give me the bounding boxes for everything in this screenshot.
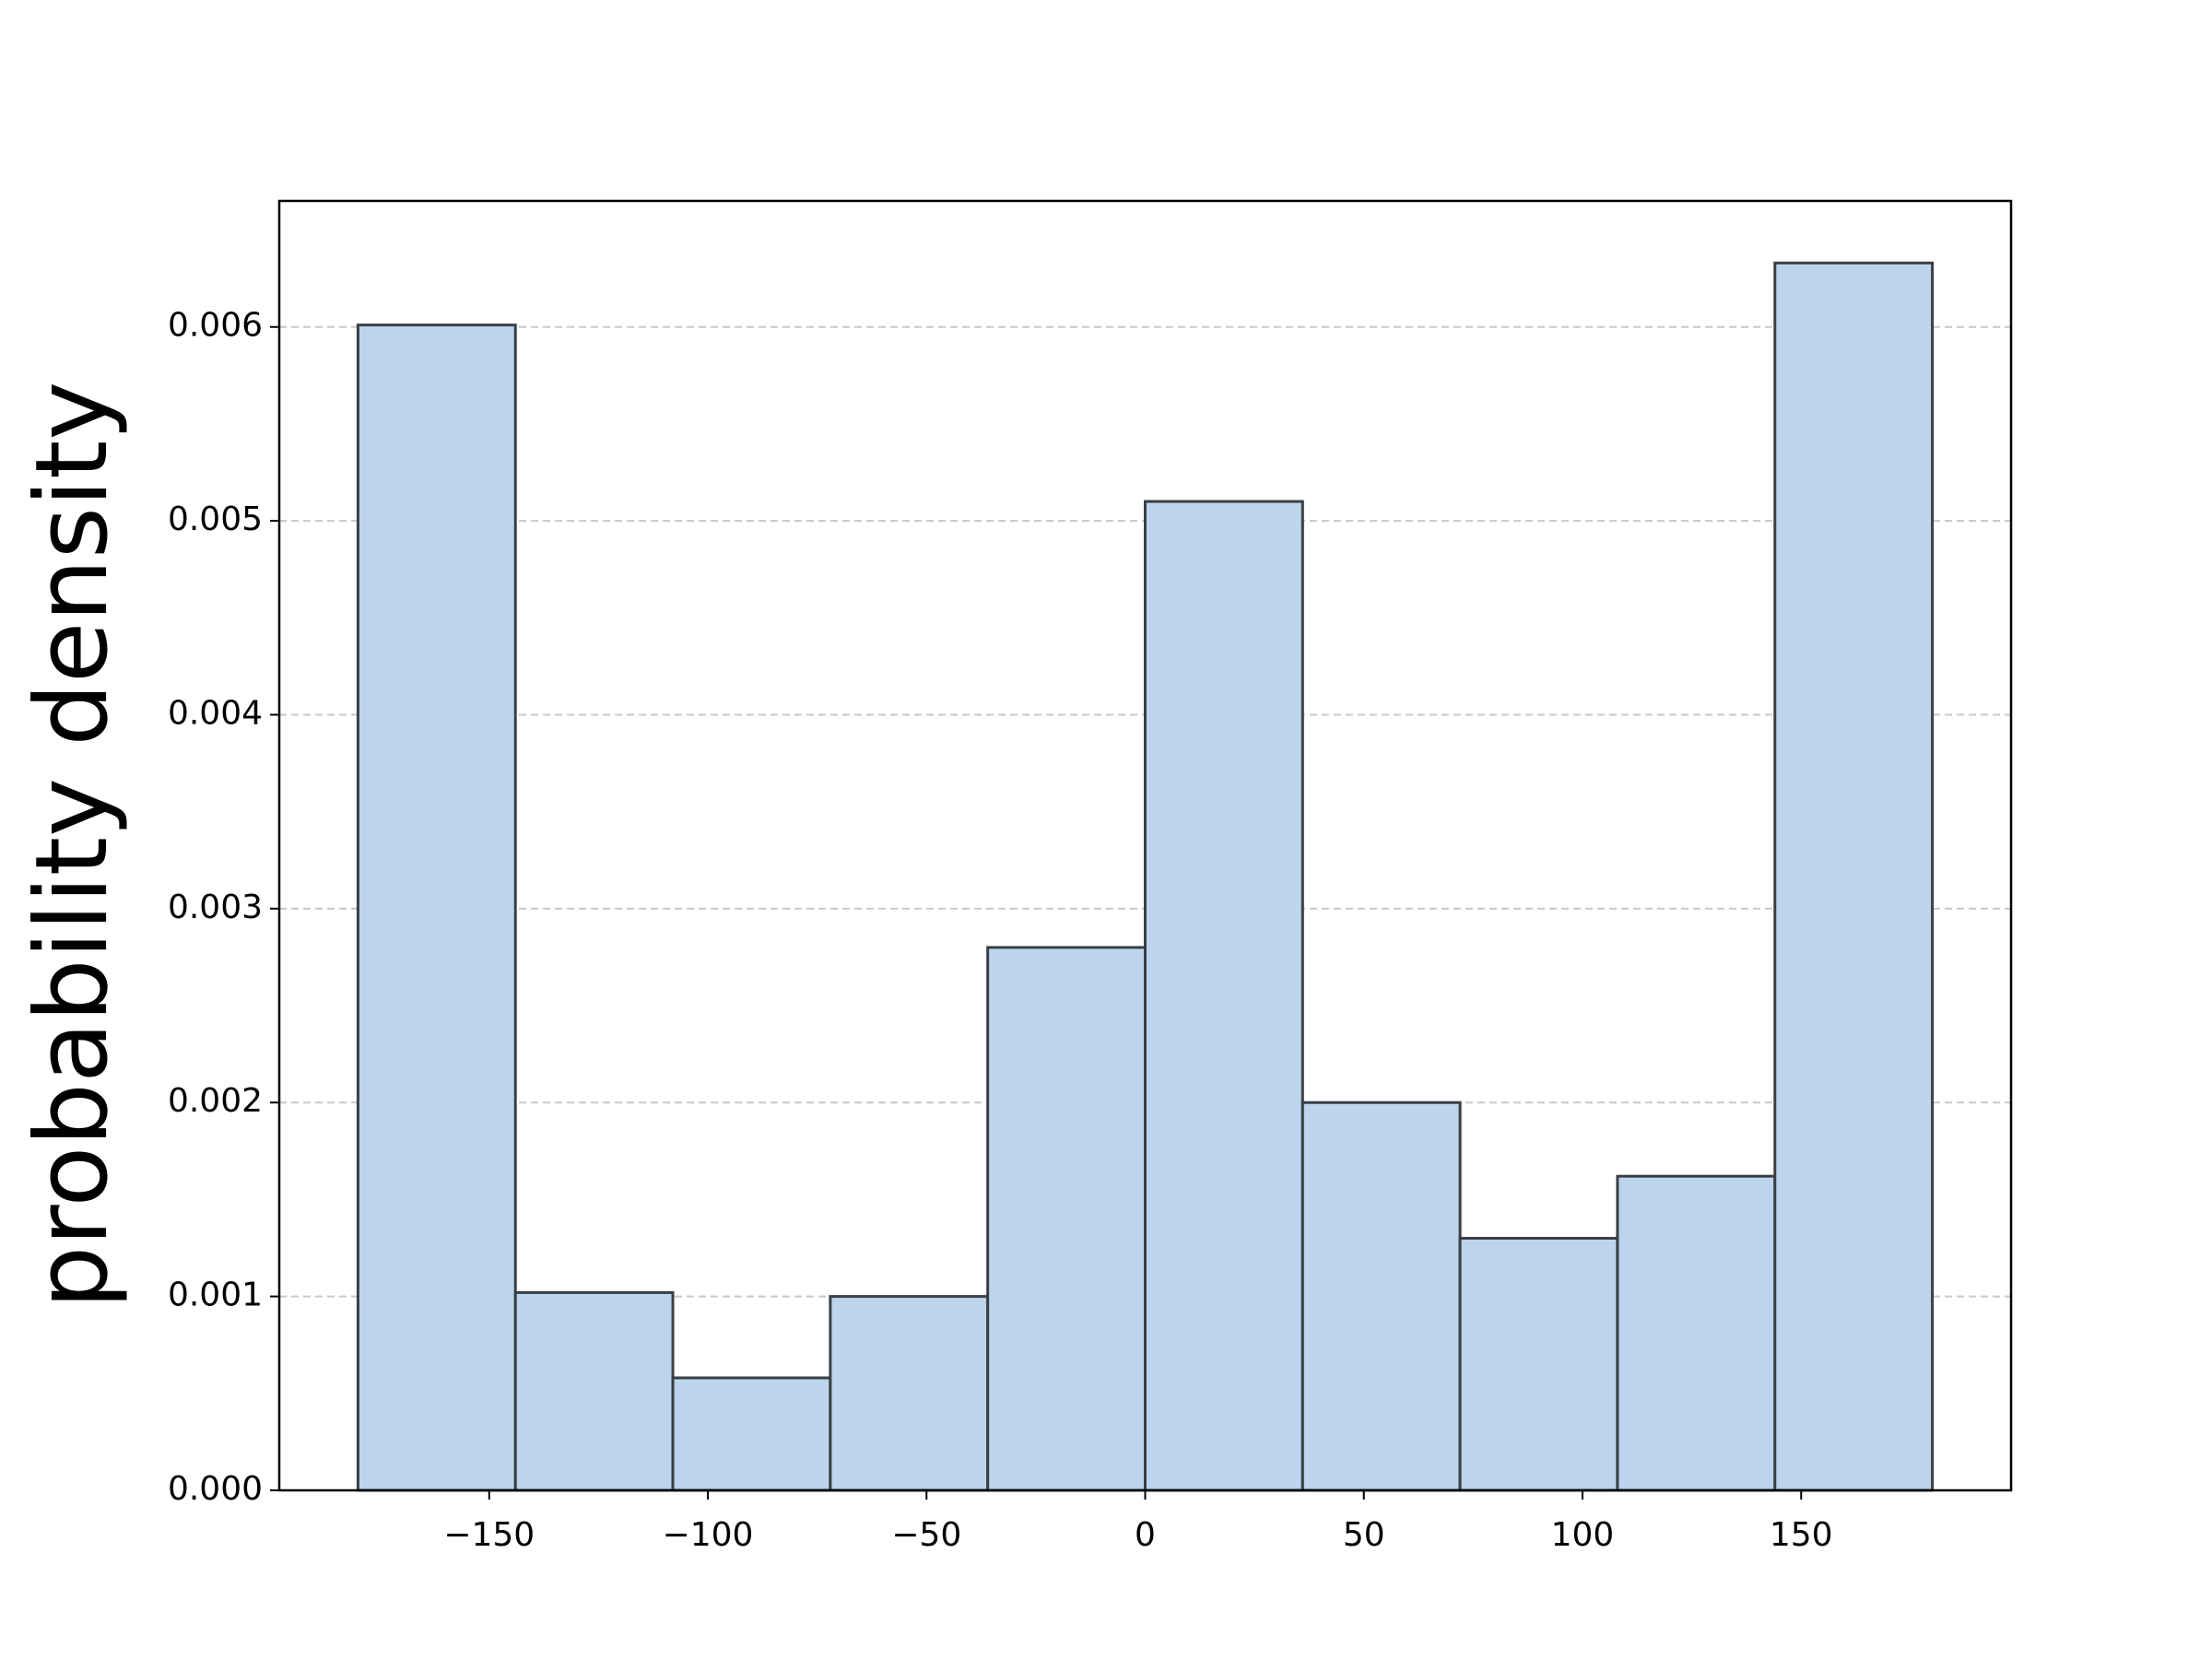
y-tick-label: 0.000 xyxy=(168,1470,263,1508)
bar xyxy=(671,1376,832,1492)
bar xyxy=(1773,261,1935,1492)
bar xyxy=(513,1290,675,1492)
y-tick-label: 0.003 xyxy=(168,888,263,926)
bar xyxy=(1144,500,1304,1492)
plot-frame xyxy=(277,199,2013,1492)
y-axis-label: probability density xyxy=(15,382,130,1310)
x-tick-label: 0 xyxy=(1135,1516,1156,1554)
x-tick-label: 100 xyxy=(1551,1516,1615,1554)
x-tick-label: 150 xyxy=(1770,1516,1833,1554)
x-tick-label: −50 xyxy=(891,1516,961,1554)
y-tick-label: 0.002 xyxy=(168,1082,263,1120)
bar xyxy=(986,946,1147,1492)
bar xyxy=(1300,1100,1462,1492)
y-tick-label: 0.001 xyxy=(168,1277,263,1314)
y-tick-label: 0.005 xyxy=(168,500,263,538)
y-tick-label: 0.006 xyxy=(168,307,263,345)
bar xyxy=(1458,1237,1619,1492)
x-tick-label: 50 xyxy=(1343,1516,1385,1554)
x-tick-label: −150 xyxy=(443,1516,535,1554)
bar xyxy=(1616,1174,1777,1492)
bar xyxy=(829,1295,990,1492)
bar xyxy=(356,324,517,1492)
x-tick-label: −100 xyxy=(663,1516,754,1554)
y-tick-label: 0.004 xyxy=(168,694,263,732)
